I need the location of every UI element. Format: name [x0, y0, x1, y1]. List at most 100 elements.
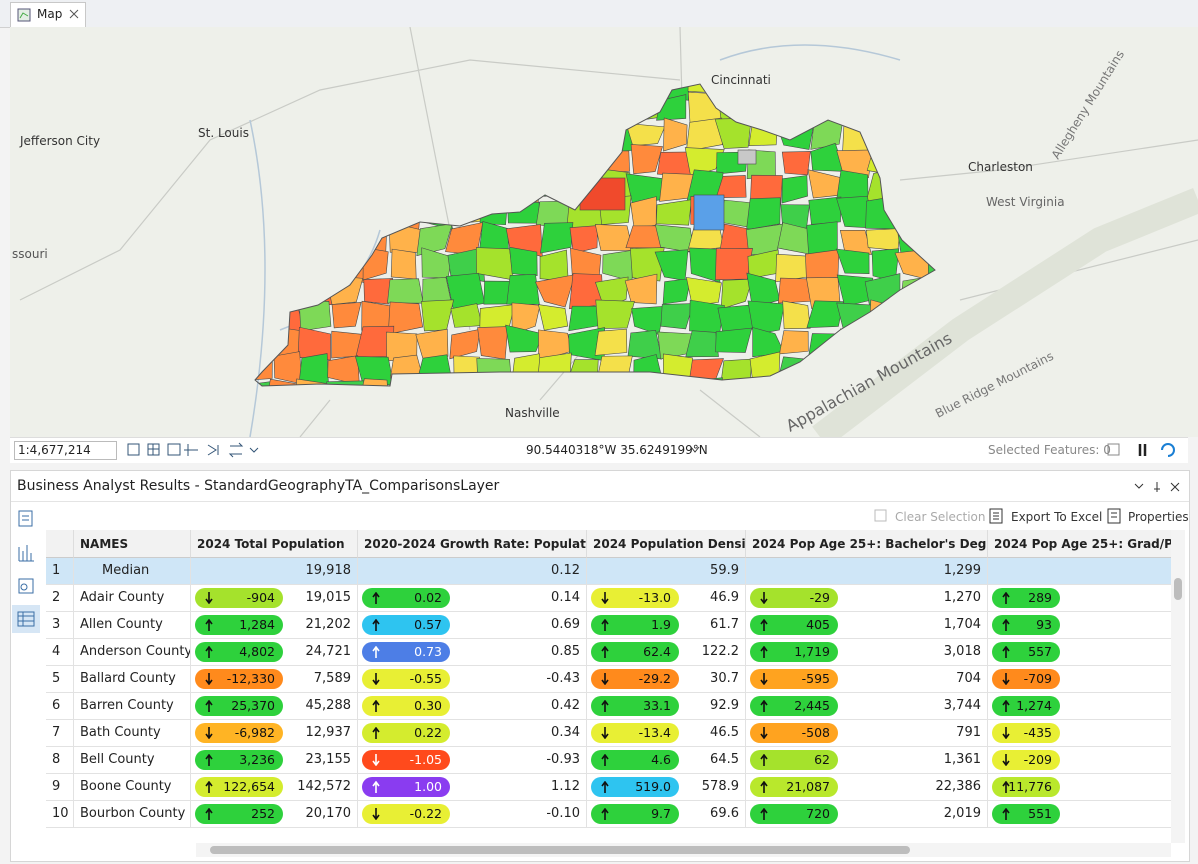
v-scrollbar[interactable] — [1171, 530, 1185, 843]
change-value: -435 — [1023, 725, 1052, 740]
trend-arrow — [205, 619, 213, 631]
county-name[interactable]: Anderson County — [74, 639, 191, 666]
median-value: 1,299 — [746, 558, 988, 585]
county[interactable] — [569, 225, 598, 254]
county[interactable] — [719, 199, 752, 228]
county[interactable] — [357, 378, 390, 409]
county[interactable] — [361, 300, 392, 331]
county[interactable] — [780, 204, 810, 231]
county[interactable] — [594, 328, 628, 356]
scale-box[interactable]: 1:4,677,214 — [14, 441, 117, 460]
county[interactable] — [663, 117, 688, 152]
county-name[interactable]: Boone County — [74, 774, 191, 801]
county[interactable] — [660, 303, 694, 330]
county[interactable] — [630, 144, 663, 175]
county-name[interactable]: Bath County — [74, 720, 191, 747]
county-name[interactable]: Bourbon County — [74, 801, 191, 828]
county[interactable] — [511, 302, 541, 335]
county[interactable] — [363, 278, 394, 305]
county[interactable] — [693, 194, 725, 231]
county[interactable] — [746, 197, 781, 231]
county[interactable] — [782, 300, 811, 330]
county[interactable] — [509, 246, 538, 276]
export-to-excel[interactable]: Export To Excel — [1011, 510, 1103, 524]
panel-controls[interactable] — [1133, 481, 1183, 493]
county[interactable] — [781, 175, 808, 204]
county[interactable] — [775, 253, 809, 283]
column-header[interactable]: 2024 Total Population — [191, 530, 358, 558]
close-tab[interactable] — [69, 9, 79, 19]
county[interactable] — [538, 304, 569, 331]
column-header[interactable]: 2024 Population Density — [587, 530, 746, 558]
change-pill: -0.22 — [362, 804, 450, 824]
column-header[interactable]: 2024 Pop Age 25+: Grad/Pro — [988, 530, 1171, 558]
county[interactable] — [506, 274, 540, 305]
map-icon — [17, 8, 31, 22]
county[interactable] — [781, 151, 811, 176]
county[interactable] — [416, 223, 453, 257]
column-header[interactable]: 2020-2024 Growth Rate: Population — [358, 530, 587, 558]
county[interactable] — [685, 330, 719, 358]
county-name[interactable]: Adair County — [74, 585, 191, 612]
county[interactable] — [720, 278, 753, 310]
h-scrollbar[interactable] — [196, 843, 1171, 857]
map-controls[interactable] — [1106, 442, 1186, 458]
county[interactable] — [806, 300, 844, 328]
county[interactable] — [266, 378, 303, 408]
county[interactable] — [655, 199, 692, 226]
county[interactable] — [865, 228, 901, 251]
county[interactable] — [505, 324, 544, 353]
county[interactable] — [839, 229, 872, 255]
county-name[interactable]: Ballard County — [74, 666, 191, 693]
clear-selection[interactable]: Clear Selection — [895, 510, 986, 524]
county-name[interactable]: Allen County — [74, 612, 191, 639]
county[interactable] — [627, 330, 663, 360]
county[interactable] — [534, 274, 576, 308]
county[interactable] — [835, 248, 870, 274]
properties[interactable]: Properties — [1128, 510, 1189, 524]
county-name[interactable]: Barren County — [74, 693, 191, 720]
county[interactable] — [808, 196, 842, 225]
county[interactable] — [737, 149, 757, 165]
county[interactable] — [387, 301, 424, 335]
county[interactable] — [750, 174, 783, 205]
county[interactable] — [630, 247, 665, 282]
county[interactable] — [624, 273, 658, 305]
county[interactable] — [295, 378, 334, 411]
county[interactable] — [477, 326, 509, 360]
county[interactable] — [625, 173, 664, 204]
change-value: 1,284 — [239, 617, 275, 632]
terrain — [812, 187, 1198, 437]
county[interactable] — [715, 327, 753, 353]
change-value: 2,445 — [794, 698, 830, 713]
county[interactable] — [449, 328, 481, 360]
trend-arrow — [205, 646, 213, 658]
county[interactable] — [684, 147, 725, 178]
coord-dropdown[interactable] — [690, 446, 700, 454]
column-header[interactable]: NAMES — [74, 530, 191, 558]
map-tab[interactable]: Map — [10, 2, 86, 27]
county[interactable] — [685, 117, 723, 152]
map-view[interactable]: Cincinnati St. Louis Jefferson City Char… — [10, 27, 1198, 437]
county[interactable] — [779, 330, 809, 355]
side-toolbar[interactable] — [11, 501, 41, 841]
county[interactable] — [595, 299, 635, 329]
county[interactable] — [685, 277, 722, 306]
county[interactable] — [927, 246, 962, 281]
county[interactable] — [747, 300, 785, 336]
county[interactable] — [540, 222, 574, 254]
county[interactable] — [625, 123, 666, 147]
county[interactable] — [662, 278, 691, 305]
coordinates: 90.5440318°W 35.6249199°N — [526, 443, 708, 457]
county[interactable] — [715, 175, 747, 199]
county[interactable] — [238, 381, 272, 409]
county-name[interactable]: Bell County — [74, 747, 191, 774]
county[interactable] — [387, 278, 424, 304]
county[interactable] — [326, 380, 365, 411]
nav-tools[interactable] — [126, 442, 266, 458]
county[interactable] — [415, 328, 449, 360]
column-header[interactable]: 2024 Pop Age 25+: Bachelor's Degree — [746, 530, 988, 558]
county[interactable] — [331, 302, 362, 329]
county[interactable] — [390, 248, 417, 280]
row-number: 8 — [46, 747, 74, 774]
